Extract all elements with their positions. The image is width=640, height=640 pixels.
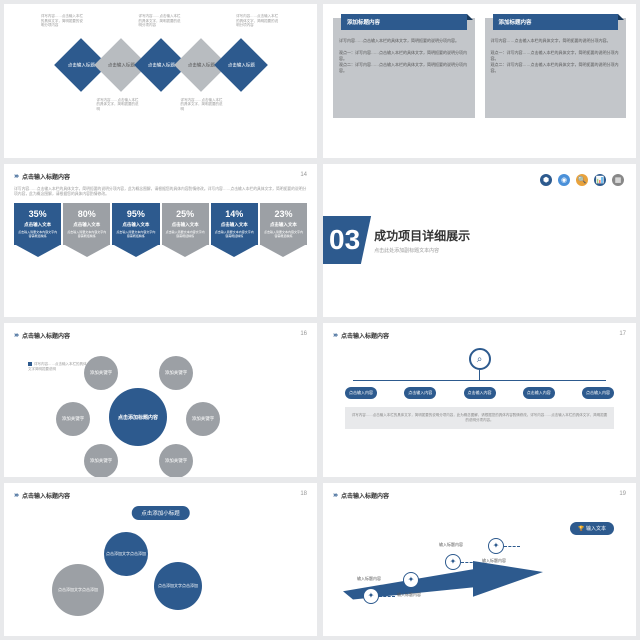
slide-cluster: ››› 点击输入标题内容 16 详写内容……点击输入本栏的具体文字简明扼要说明 点… — [4, 323, 317, 477]
chevron-icon: ››› — [333, 492, 337, 499]
slide-gears: ›››点击输入标题内容 18 点击添加小标题 点击添加文字点击添加点击添加文字点… — [4, 483, 317, 637]
arrow-item: 14%点击输入文本点击输入简要文本内容文字内容需概括精炼 — [211, 203, 258, 257]
slide-title: 点击输入标题内容 — [22, 491, 70, 500]
slide-search-flow: ›››点击输入标题内容 17 ⌕ 点击输入内容点击输入内容点击输入内容点击输入内… — [323, 323, 636, 477]
info-card: 添加标题内容 详写内容……点击输入本栏的具体文字，简明扼要的说明分项内容。 观点… — [333, 18, 475, 118]
icon-row: ⬢ ◉ 🔍 📊 ▦ — [540, 174, 624, 186]
top-text: 详写内容……点击输入本栏的具体文字，简明扼要的说明分项内容 — [41, 14, 85, 28]
bottom-text: 详写内容……点击输入本栏的具体文字，简明扼要的说明 — [181, 98, 225, 112]
gear-diagram: 点击添加小标题 点击添加文字点击添加点击添加文字点击添加点击添加文字点击添加 — [14, 506, 307, 616]
slide-title: 点击输入标题内容 — [341, 491, 389, 500]
slide-arrows: ››› 点击输入标题内容 14 详写内容……点击输入本栏的具体文字，简明扼要的说明… — [4, 164, 317, 318]
bottom-text: 详写内容……点击输入本栏的具体文字，简明扼要的说明 — [97, 98, 141, 112]
slide-title: 点击输入标题内容 — [341, 331, 389, 340]
pill-row: 点击输入内容 点击输入内容 点击输入内容 点击输入内容 点击输入内容 — [345, 387, 614, 399]
card-header: 添加标题内容 — [341, 14, 467, 30]
section-subtitle: 点击此处添加副标题文本内容 — [374, 247, 626, 254]
page-number: 19 — [619, 491, 626, 497]
top-text: 详写内容……点击输入本栏的具体文字，简明扼要的说明分项内容 — [138, 14, 182, 28]
gear: 点击添加文字点击添加 — [154, 562, 202, 610]
milestone-icon: ✦ — [488, 538, 504, 554]
small-bubble: 添加关键字 — [159, 444, 193, 477]
slide-swoosh: ››› 点击输入标题内容 19 🏆 输入文本 ✦ 输入标题内容 ✦ 输入标题内容 ✦ 输入标… — [323, 483, 636, 637]
small-bubble: 添加关键字 — [159, 356, 193, 390]
page-number: 18 — [300, 491, 307, 497]
chevron-icon: ››› — [14, 492, 18, 499]
chevron-icon: ››› — [14, 332, 18, 339]
milestone-label: 输入标题内容 — [439, 542, 479, 548]
milestone-label: 输入标题内容 — [357, 576, 397, 582]
header-icon: ◉ — [558, 174, 570, 186]
arrow-item: 35%点击输入文本点击输入简要文本内容文字内容需概括精炼 — [14, 203, 61, 257]
diamond-row: 点击输入标题 点击输入标题 点击输入标题 点击输入标题 点击输入标题 — [14, 46, 307, 84]
section-number: 03 — [323, 216, 371, 264]
slide-section: ⬢ ◉ 🔍 📊 ▦ 03 成功项目详细展示 点击此处添加副标题文本内容 — [323, 164, 636, 318]
slide-title: 点击输入标题内容 — [22, 172, 70, 181]
chevron-icon: ››› — [333, 332, 337, 339]
arrow-item: 25%点击输入文本点击输入简要文本内容文字内容需概括精炼 — [162, 203, 209, 257]
page-number: 14 — [300, 172, 307, 178]
small-bubble: 添加关键字 — [84, 356, 118, 390]
center-bubble: 点击添加标题内容 — [109, 388, 167, 446]
end-badge: 🏆 输入文本 — [570, 522, 614, 535]
section-title: 成功项目详细展示 — [374, 227, 626, 244]
arrow-chart: 35%点击输入文本点击输入简要文本内容文字内容需概括精炼80%点击输入文本点击输… — [14, 203, 307, 257]
card-body: 详写内容……点击输入本栏的具体文字，简明扼要的说明分项内容。 观点一：详写内容…… — [491, 38, 621, 74]
diamond: 点击输入标题 — [214, 38, 268, 92]
card-header: 添加标题内容 — [493, 14, 619, 30]
pill: 点击输入内容 — [404, 387, 436, 399]
arrow-item: 95%点击输入文本点击输入简要文本内容文字内容需概括精炼 — [112, 203, 159, 257]
milestone-icon: ✦ — [363, 588, 379, 604]
gear: 点击添加文字点击添加 — [104, 532, 148, 576]
small-bubble: 添加关键字 — [84, 444, 118, 477]
milestone-label: 输入标题内容 — [397, 592, 437, 598]
milestone-label: 输入标题内容 — [482, 558, 522, 564]
pill: 点击输入内容 — [523, 387, 555, 399]
swoosh-arrow: 🏆 输入文本 ✦ 输入标题内容 ✦ 输入标题内容 ✦ 输入标题内容 ✦ 输入标题内容 — [333, 508, 626, 618]
slide-cards: 添加标题内容 详写内容……点击输入本栏的具体文字，简明扼要的说明分项内容。 观点… — [323, 4, 636, 158]
page-number: 16 — [300, 331, 307, 337]
header-icon: 🔍 — [576, 174, 588, 186]
intro-text: 详写内容……点击输入本栏的具体文字，简明扼要的说明分项内容，此为概念图解，请根据… — [14, 187, 307, 198]
header-icon: ⬢ — [540, 174, 552, 186]
top-text: 详写内容……点击输入本栏的具体文字，简明扼要的说明分项内容 — [236, 14, 280, 28]
search-icon: ⌕ — [469, 348, 491, 370]
card-body: 详写内容……点击输入本栏的具体文字，简明扼要的说明分项内容。 观点一：详写内容…… — [339, 38, 469, 74]
pill: 点击输入内容 — [345, 387, 377, 399]
slide-diamonds: 详写内容……点击输入本栏的具体文字，简明扼要的说明分项内容 详写内容……点击输入… — [4, 4, 317, 158]
chevron-icon: ››› — [14, 173, 18, 180]
arrow-item: 80%点击输入文本点击输入简要文本内容文字内容需概括精炼 — [63, 203, 110, 257]
legend: 详写内容……点击输入本栏的具体文字简明扼要说明 — [28, 362, 88, 371]
pill: 点击输入内容 — [582, 387, 614, 399]
header-icon: ▦ — [612, 174, 624, 186]
header-icon: 📊 — [594, 174, 606, 186]
gear-title: 点击添加小标题 — [131, 506, 190, 520]
page-number: 17 — [619, 331, 626, 337]
info-card: 添加标题内容 详写内容……点击输入本栏的具体文字，简明扼要的说明分项内容。 观点… — [485, 18, 627, 118]
arrow-item: 23%点击输入文本点击输入简要文本内容文字内容需概括精炼 — [260, 203, 307, 257]
milestone-icon: ✦ — [403, 572, 419, 588]
pill: 点击输入内容 — [464, 387, 496, 399]
gear: 点击添加文字点击添加 — [52, 564, 104, 616]
description: 详写内容……点击输入本栏的具体文字，简明扼要的说明分项内容，此为概念图解，请根据… — [345, 407, 614, 429]
small-bubble: 添加关键字 — [56, 402, 90, 436]
bubble-cluster: 详写内容……点击输入本栏的具体文字简明扼要说明 点击添加标题内容 添加关键字添加… — [14, 348, 307, 468]
small-bubble: 添加关键字 — [186, 402, 220, 436]
slide-title: 点击输入标题内容 — [22, 331, 70, 340]
milestone-icon: ✦ — [445, 554, 461, 570]
